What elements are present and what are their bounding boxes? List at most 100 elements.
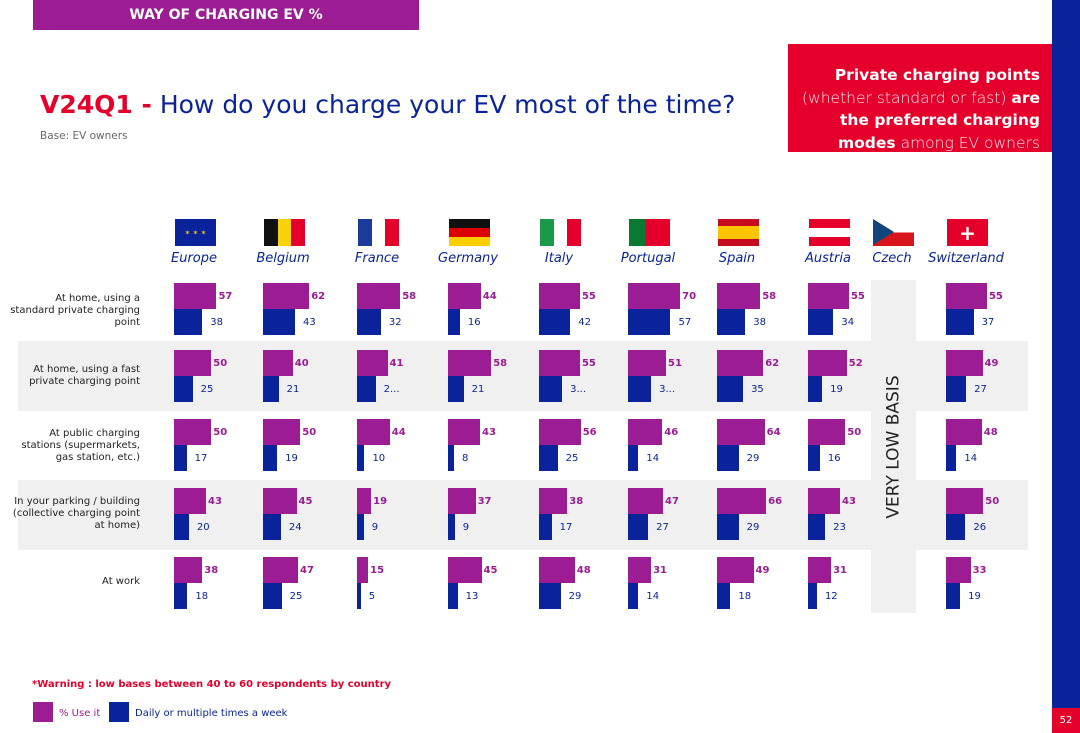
country-label: Czech (872, 251, 912, 266)
bar-use-it (448, 557, 482, 583)
bar-daily (808, 445, 820, 471)
bar-daily (717, 445, 739, 471)
callout-box: Private charging points (whether standar… (788, 44, 1052, 152)
row-label: At work (102, 576, 140, 587)
value-label-use-it: 58 (402, 291, 417, 302)
value-label-use-it: 58 (493, 358, 508, 369)
value-label-use-it: 50 (985, 496, 1000, 507)
value-label-daily: 19 (830, 384, 843, 395)
bar-daily (808, 514, 826, 540)
bar-use-it (717, 350, 764, 376)
value-label-use-it: 49 (984, 358, 999, 369)
bar-daily (539, 376, 563, 402)
value-label-use-it: 50 (213, 427, 228, 438)
page-title: V24Q1 - How do you charge your EV most o… (40, 90, 735, 119)
bar-daily (263, 445, 278, 471)
flag-austria (809, 219, 850, 246)
value-label-daily: 57 (678, 317, 692, 328)
legend-label-use-it: % Use it (59, 708, 101, 719)
bar-daily (808, 309, 834, 335)
bar-use-it (628, 350, 666, 376)
value-label-use-it: 31 (833, 565, 848, 576)
bar-daily (717, 583, 731, 609)
value-label-use-it: 19 (373, 496, 388, 507)
bar-use-it (263, 419, 301, 445)
value-label-use-it: 52 (848, 358, 863, 369)
bar-use-it (946, 488, 984, 514)
value-label-daily: 5 (368, 591, 376, 602)
country-label: Spain (718, 251, 756, 266)
value-label-use-it: 44 (391, 427, 406, 438)
bar-daily (946, 445, 957, 471)
bar-daily (174, 376, 193, 402)
bar-daily (946, 583, 961, 609)
bar-use-it (808, 419, 846, 445)
value-label-daily: 21 (471, 384, 485, 395)
value-label-use-it: 56 (582, 427, 597, 438)
bar-daily (808, 583, 817, 609)
bar-use-it (263, 557, 298, 583)
bar-use-it (808, 283, 849, 309)
value-label-daily: 13 (465, 591, 479, 602)
value-label-use-it: 62 (765, 358, 780, 369)
bar-use-it (539, 350, 580, 376)
value-label-daily: 32 (388, 317, 402, 328)
legend-swatch-daily (109, 702, 129, 722)
bar-use-it (808, 488, 841, 514)
value-label-use-it: 55 (988, 291, 1003, 302)
bar-use-it (628, 557, 652, 583)
bar-daily (174, 514, 189, 540)
value-label-daily: 26 (973, 522, 987, 533)
value-label-use-it: 46 (664, 427, 679, 438)
question-code: V24Q1 - (40, 90, 152, 119)
bar-daily (263, 309, 296, 335)
bar-use-it (946, 350, 983, 376)
bar-daily (174, 445, 187, 471)
value-label-daily: 19 (285, 453, 298, 464)
bar-daily (628, 514, 649, 540)
country-label: France (354, 251, 400, 266)
bar-use-it (174, 419, 212, 445)
row-label: At home, using a standard private chargi… (10, 293, 140, 328)
question-text: How do you charge your EV most of the ti… (159, 90, 736, 119)
value-label-daily: 25 (289, 591, 303, 602)
value-label-use-it: 37 (477, 496, 492, 507)
country-label: Portugal (620, 251, 676, 266)
country-label: Italy (544, 251, 574, 266)
value-label-daily: 27 (656, 522, 669, 533)
bar-use-it (539, 488, 568, 514)
value-label-use-it: 55 (850, 291, 865, 302)
bar-daily (263, 583, 282, 609)
bar-daily (628, 309, 671, 335)
section-header: WAY OF CHARGING EV % (33, 0, 419, 30)
value-label-daily: 27 (974, 384, 987, 395)
bar-use-it (946, 557, 971, 583)
callout-light-1: (whether standard or fast) (802, 88, 1012, 107)
value-label-use-it: 50 (213, 358, 228, 369)
value-label-use-it: 38 (569, 496, 584, 507)
value-label-daily: 18 (195, 591, 209, 602)
value-label-use-it: 44 (482, 291, 497, 302)
country-label: Switzerland (928, 251, 1004, 266)
bar-daily (263, 514, 281, 540)
value-label-daily: 38 (210, 317, 224, 328)
value-label-use-it: 51 (667, 358, 682, 369)
value-label-use-it: 40 (294, 358, 309, 369)
value-label-daily: 34 (841, 317, 855, 328)
value-label-use-it: 66 (768, 496, 783, 507)
bar-use-it (174, 557, 203, 583)
bar-use-it (946, 283, 987, 309)
value-label-daily: 16 (467, 317, 481, 328)
bar-use-it (717, 557, 754, 583)
bar-use-it (448, 283, 481, 309)
value-label-daily: 29 (746, 522, 760, 533)
bar-daily (946, 309, 974, 335)
value-label-use-it: 49 (755, 565, 770, 576)
bar-daily (717, 309, 746, 335)
value-label-daily: 35 (751, 384, 764, 395)
value-label-use-it: 50 (847, 427, 862, 438)
bar-daily (357, 376, 376, 402)
value-label-daily: 42 (578, 317, 592, 328)
value-label-daily: 29 (568, 591, 582, 602)
value-label-daily: 25 (565, 453, 579, 464)
